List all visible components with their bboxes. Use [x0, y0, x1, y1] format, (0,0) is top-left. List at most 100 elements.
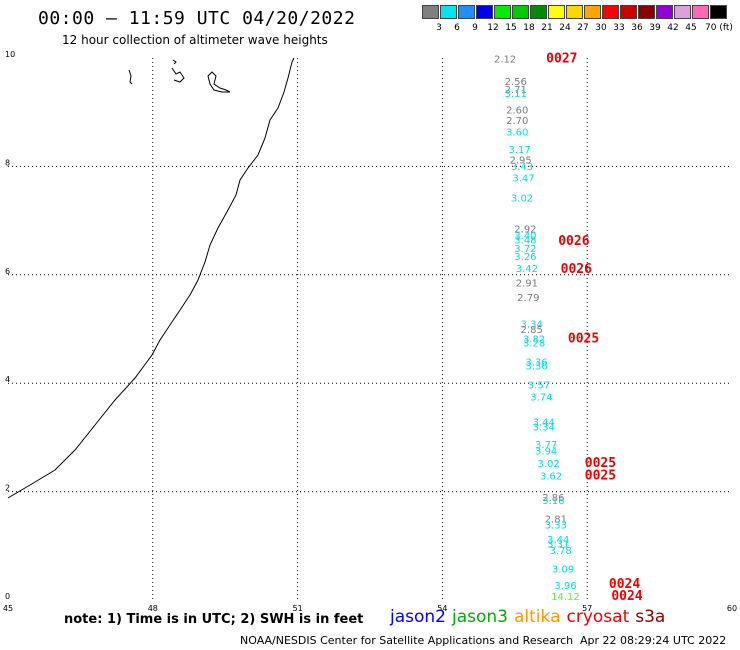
wave-height-value: 3.78 — [550, 546, 572, 557]
y-tick-label: 0 — [5, 592, 10, 601]
time-label: 0026 — [561, 262, 592, 277]
axis-labels: 45 48 51 54 57 60 0 2 4 6 8 10 — [3, 50, 737, 613]
wave-height-value: 3.02 — [537, 459, 559, 470]
y-tick-label: 6 — [5, 267, 10, 276]
x-tick-label: 48 — [148, 604, 158, 613]
island-3 — [207, 71, 231, 93]
x-tick-label: 45 — [3, 604, 13, 613]
map-subtitle: 12 hour collection of altimeter wave hei… — [62, 33, 328, 47]
colorbar-swatch — [440, 5, 457, 19]
colorbar-label: 12 — [487, 23, 499, 33]
time-label: 0025 — [568, 332, 599, 347]
wave-height-value: 3.82 — [523, 335, 545, 346]
coastline — [7, 57, 295, 499]
wave-height-observations: 2.12 2.562.713.11 2.602.703.60 3.172.953.43… — [494, 54, 580, 603]
island-1 — [128, 69, 133, 85]
wave-height-value: 3.44 — [547, 535, 569, 546]
colorbar-swatch — [620, 5, 637, 19]
footer-note: note: 1) Time is in UTC; 2) SWH is in fe… — [64, 612, 364, 627]
time-label: 0024 — [611, 589, 642, 604]
wave-height-value: 2.56 — [505, 77, 527, 88]
wave-height-value: 3.48 — [514, 235, 536, 246]
wave-height-value: 3.77 — [535, 440, 557, 451]
colorbar-label: 30 — [595, 23, 607, 33]
wave-height-value: 3.36 — [525, 362, 547, 373]
wave-height-value: 3.34 — [533, 422, 555, 433]
y-tick-label: 4 — [5, 375, 10, 384]
x-tick-label: 60 — [727, 604, 737, 613]
colorbar-swatch — [710, 5, 727, 19]
wave-height-value: 3.16 — [542, 496, 564, 507]
satellite-legend-item: jason2 — [390, 607, 446, 627]
colorbar-swatch — [422, 5, 439, 19]
time-label: 0025 — [585, 456, 616, 471]
colorbar-label: 6 — [454, 23, 460, 33]
wave-height-value: 2.92 — [514, 225, 536, 236]
colorbar-label: 15 — [505, 23, 517, 33]
colorbar-label: 45 — [685, 23, 697, 33]
wave-height-value: 14.12 — [551, 592, 580, 603]
wave-height-value: 3.72 — [514, 244, 536, 255]
wave-height-value: 2.95 — [509, 156, 531, 167]
satellite-legend-item: jason3 — [452, 607, 508, 627]
wave-height-value: 3.31 — [547, 539, 569, 550]
wave-height-value: 2.60 — [506, 105, 528, 116]
colorbar-swatch — [602, 5, 619, 19]
colorbar-label: 24 — [559, 23, 571, 33]
colorbar-label: 9 — [472, 23, 478, 33]
wave-height-value: 2.81 — [545, 514, 567, 525]
wave-height-value: 2.79 — [517, 293, 539, 304]
colorbar-label: 42 — [667, 23, 679, 33]
wave-height-value: 3.57 — [528, 381, 550, 392]
colorbar-swatch — [638, 5, 655, 19]
wave-height-value: 3.28 — [523, 338, 545, 349]
wave-height-value: 3.44 — [533, 417, 555, 428]
wave-height-value: 2.70 — [506, 116, 528, 127]
colorbar-swatch — [512, 5, 529, 19]
colorbar-label: 3 — [436, 23, 442, 33]
island-2 — [171, 67, 185, 83]
colorbar-label: 21 — [541, 23, 553, 33]
colorbar-label: 27 — [577, 23, 589, 33]
island-4 — [172, 59, 177, 65]
time-label: 0027 — [546, 51, 577, 66]
colorbar-label: 39 — [649, 23, 661, 33]
wave-height-value: 3.74 — [530, 393, 552, 404]
colorbar-swatch — [692, 5, 709, 19]
colorbar-label: 70 (ft) — [705, 23, 733, 33]
wave-height-value: 2.12 — [494, 54, 516, 65]
wave-height-value: 3.43 — [511, 162, 533, 173]
colorbar-swatch — [674, 5, 691, 19]
wave-height-value: 3.02 — [511, 194, 533, 205]
wave-height-value: 3.33 — [545, 520, 567, 531]
footer-date: Apr 22 08:29:24 UTC 2022 — [580, 634, 727, 647]
colorbar-swatch — [476, 5, 493, 19]
wave-height-value: 2.91 — [516, 279, 538, 290]
colorbar-swatch — [656, 5, 673, 19]
x-tick-label: 54 — [437, 604, 447, 613]
time-label: 0026 — [558, 234, 589, 249]
wave-height-value: 2.86 — [542, 493, 564, 504]
y-tick-label: 8 — [5, 158, 10, 167]
time-label: 0025 — [585, 469, 616, 484]
x-tick-label: 57 — [582, 604, 592, 613]
satellite-legend-item: s3a — [635, 607, 666, 627]
grid-lines — [8, 58, 732, 600]
wave-height-value: 3.40 — [514, 231, 536, 242]
map-title: 00:00 – 11:59 UTC 04/20/2022 — [38, 8, 356, 29]
satellite-legend-item: cryosat — [566, 607, 630, 627]
wave-height-value: 3.62 — [540, 472, 562, 483]
wave-height-value: 3.34 — [521, 319, 543, 330]
wave-height-value: 3.26 — [514, 252, 536, 263]
footer-credit: NOAA/NESDIS Center for Satellite Applica… — [240, 634, 574, 647]
wave-height-value: 3.42 — [516, 264, 538, 275]
colorbar-swatch — [548, 5, 565, 19]
colorbar-swatch — [566, 5, 583, 19]
wave-height-value: 3.47 — [512, 174, 534, 185]
satellite-legend-item: altika — [514, 607, 561, 627]
y-tick-label: 10 — [5, 50, 15, 59]
colorbar-label: 36 — [631, 23, 643, 33]
wave-height-value: 3.94 — [535, 447, 557, 458]
